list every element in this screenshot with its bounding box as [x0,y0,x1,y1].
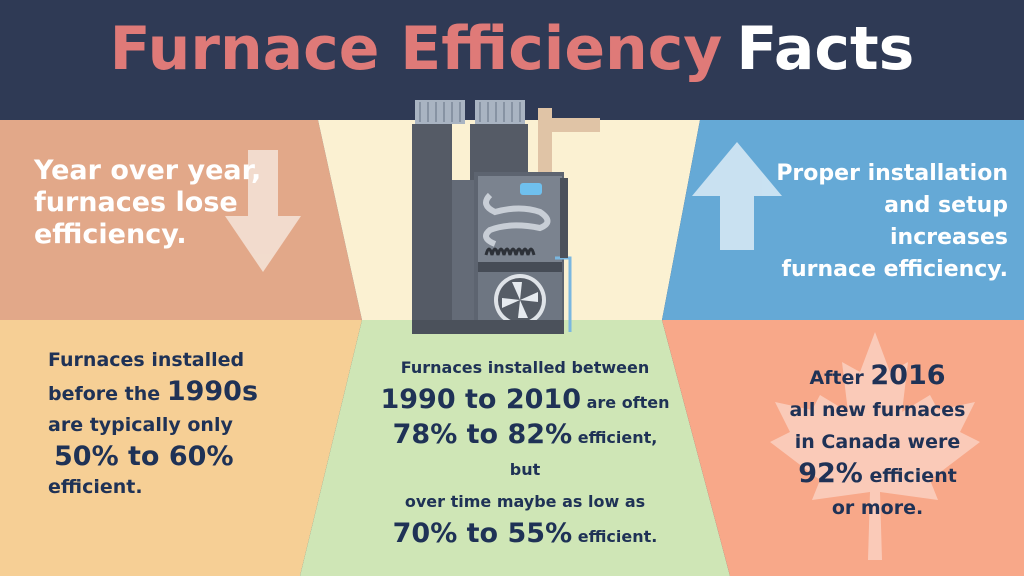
top-left-line: Year over year, [34,155,262,186]
furnace-icon [412,100,600,334]
bottom-left-line: Furnaces installed [48,349,245,371]
arrow-down-icon [225,150,301,272]
bottom-center-percent-1: 78% to 82% [392,419,573,450]
arrow-up-icon [692,142,782,250]
bottom-left-line: before the 1990s [48,376,288,410]
bottom-center-line3-post: efficient, but [509,428,658,479]
title-part-2: Facts [736,14,915,84]
bottom-left-line: efficient. [48,476,143,498]
top-left-line: furnaces lose [34,187,238,218]
bottom-center-years: 1990 to 2010 [380,384,582,415]
top-right-line: and setup increases [884,193,1008,250]
top-right-text: Proper installation and setup increases … [760,158,1008,286]
bottom-right-line1-pre: After [809,367,864,389]
bottom-left-percent: 50% to 60% [54,441,234,472]
bottom-center-line5-post: efficient. [577,527,658,546]
bottom-center-percent-2: 70% to 55% [392,518,573,549]
bottom-right-percent: 92% [798,458,863,489]
bottom-center-panel [300,320,730,576]
top-left-line: efficiency. [34,219,187,250]
bottom-left-panel [0,320,362,576]
bottom-right-year: 2016 [870,360,946,391]
bottom-left-decade: 1990s [166,376,259,407]
bottom-right-line: or more. [831,497,924,519]
page-title: Furnace Efficiency Facts [0,14,1024,84]
top-left-text: Year over year, furnaces lose efficiency… [34,155,334,251]
bottom-right-line: in Canada were [794,431,961,453]
top-right-line: furnace efficiency. [781,257,1008,282]
bottom-center-line: Furnaces installed between [400,358,650,377]
maple-leaf-icon [770,332,980,560]
bottom-right-line: all new furnaces [789,399,966,421]
top-right-line: Proper installation [776,161,1008,186]
bottom-right-text: After 2016 all new furnaces in Canada we… [770,360,985,524]
bottom-right-line4-post: efficient [869,465,957,487]
bottom-center-line2-post: are often [586,393,670,412]
title-part-1: Furnace Efficiency [109,14,723,84]
bottom-left-text: Furnaces installed before the 1990s are … [48,345,288,503]
bottom-center-text: Furnaces installed between 1990 to 2010 … [375,352,675,553]
bottom-center-line: over time maybe as low as [404,492,646,511]
bottom-left-line2-pre: before the [48,383,161,405]
bottom-left-line: are typically only [48,414,233,436]
